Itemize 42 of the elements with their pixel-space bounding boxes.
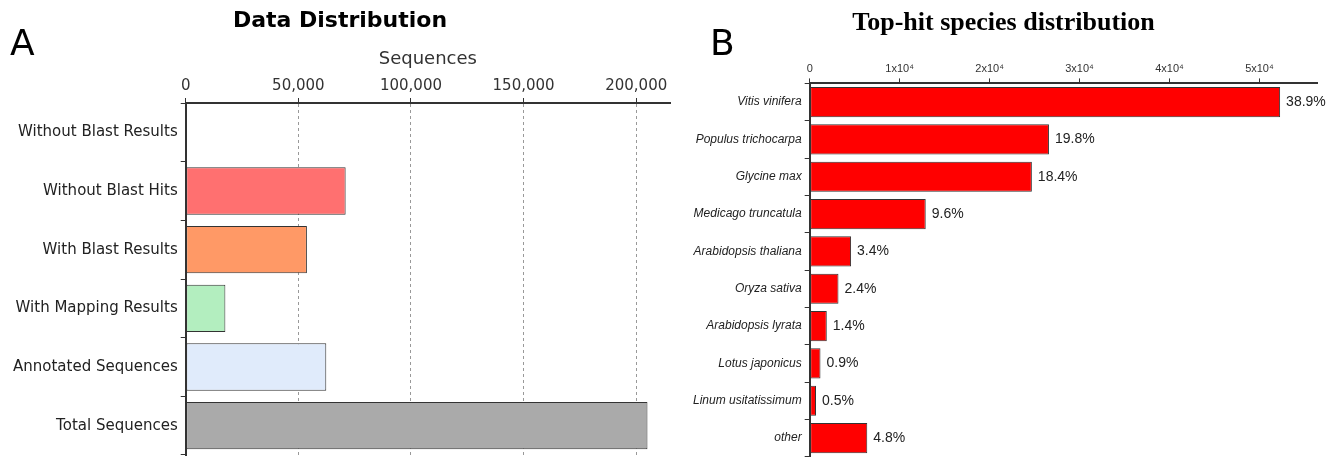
annotation: 0.5%	[821, 391, 854, 408]
x-tick-label: 5x10⁴	[1245, 61, 1274, 74]
annotation: 3.4%	[857, 242, 889, 259]
annotation: 9.6%	[931, 204, 964, 221]
annotation: 4.8%	[873, 428, 906, 445]
y-tick-label: Medicago truncatula	[693, 206, 803, 221]
x-tick-label: 100,000	[379, 75, 442, 94]
chart-title: Top-hit species distribution	[852, 7, 1156, 37]
y-tick-label: Without Blast Hits	[43, 180, 178, 199]
y-tick-label: Oryza sativa	[735, 281, 803, 296]
annotation: 18.4%	[1037, 167, 1078, 184]
x-tick-label: 0	[806, 61, 813, 74]
text: B	[710, 22, 735, 64]
x-tick-label: 50,000	[272, 75, 325, 94]
annotation: 2.4%	[844, 279, 877, 296]
x-tick-label: 200,000	[605, 75, 668, 94]
annotation: 0.9%	[826, 354, 859, 371]
y-tick-label: Total Sequences	[55, 415, 178, 434]
annotation: 38.9%	[1286, 92, 1326, 109]
y-tick-label: Lotus japonicus	[718, 355, 802, 370]
y-tick-label: Linum usitatissimum	[692, 393, 802, 408]
y-tick-label: Arabidopsis lyrata	[705, 318, 803, 333]
annotation: 19.8%	[1054, 130, 1095, 147]
annotation: 1.4%	[832, 316, 865, 333]
y-tick-label: Populus trichocarpa	[695, 131, 803, 146]
x-tick-label: 150,000	[492, 75, 555, 94]
x-tick-label: 4x10⁴	[1155, 61, 1185, 74]
y-tick-label: other	[774, 430, 803, 445]
x-tick-label: 3x10⁴	[1065, 61, 1095, 74]
chart-title: Data Distribution	[232, 6, 448, 32]
x-axis-title: Sequences	[378, 46, 477, 68]
x-tick-label: 1x10⁴	[885, 61, 915, 74]
y-tick-label: With Mapping Results	[15, 298, 178, 317]
y-tick-label: Annotated Sequences	[12, 356, 178, 375]
x-tick-label: 0	[180, 75, 191, 94]
y-tick-label: With Blast Results	[42, 239, 178, 258]
y-tick-label: Vitis vinifera	[737, 94, 803, 109]
y-tick-label: Glycine max	[735, 169, 803, 184]
y-tick-label: Arabidopsis thaliana	[692, 243, 803, 258]
x-tick-label: 2x10⁴	[975, 61, 1005, 74]
text: A	[10, 22, 35, 64]
y-tick-label: Without Blast Results	[18, 122, 178, 141]
